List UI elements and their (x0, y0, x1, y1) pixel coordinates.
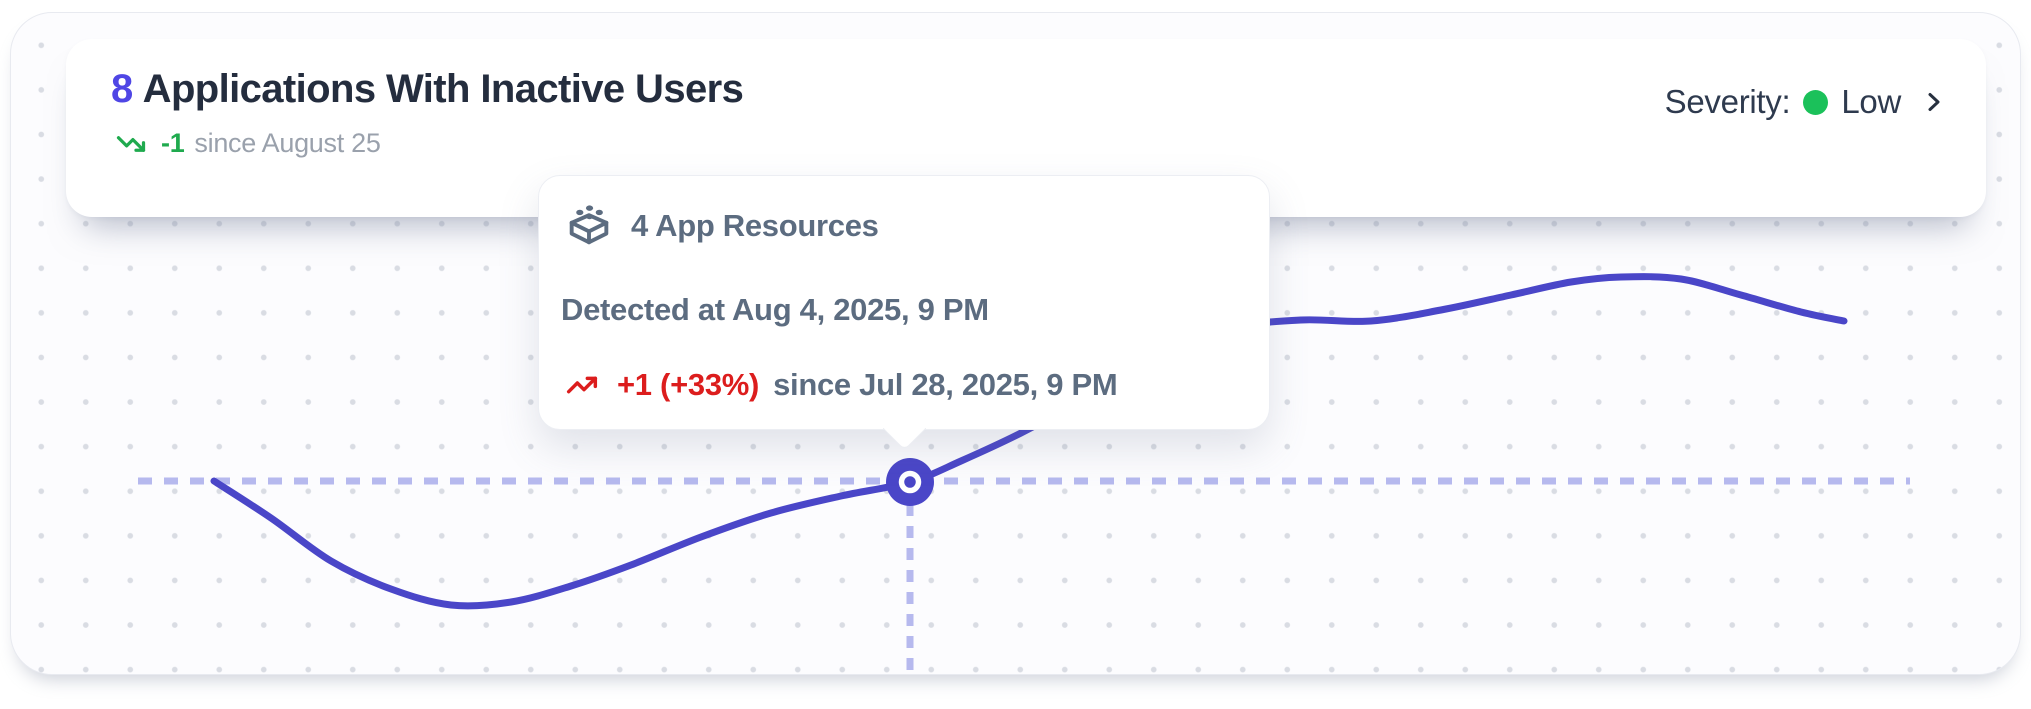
insight-card: 8 Applications With Inactive Users -1 sin… (10, 12, 2021, 675)
severity-level: Low (1841, 83, 1901, 120)
chevron-right-icon[interactable] (1922, 87, 1946, 117)
trend-line (210, 273, 1848, 610)
severity-dot (1803, 89, 1829, 115)
tooltip-change-caption: since Jul 28, 2025, 9 PM (773, 367, 1118, 402)
page-title: 8 Applications With Inactive Users (111, 67, 744, 111)
metric-title-text: Applications With Inactive Users (142, 67, 744, 111)
metric-count: 8 (111, 67, 133, 111)
tooltip-change-row: +1 (+33%) since Jul 28, 2025, 9 PM (561, 367, 1239, 403)
trending-up-icon (566, 376, 598, 394)
tooltip-change-value: +1 (+33%) (617, 367, 760, 402)
trend-delta: -1 (161, 128, 185, 158)
trend-chart[interactable] (11, 13, 2031, 709)
selected-point-ring (898, 470, 922, 494)
trend-caption: since August 25 (194, 128, 381, 158)
app-resources-box-icon (569, 205, 609, 245)
tooltip-detected-row: Detected at Aug 4, 2025, 9 PM (561, 292, 1239, 328)
card-header: 8 Applications With Inactive Users -1 sin… (66, 39, 1986, 217)
selected-point-marker[interactable] (886, 458, 934, 506)
tooltip-detected-text: Detected at Aug 4, 2025, 9 PM (561, 291, 989, 327)
severity-label: Severity: (1664, 83, 1791, 120)
tooltip-resources-row: 4 App Resources (561, 200, 1239, 252)
trend-summary: -1 since August 25 (111, 128, 743, 159)
title-block: 8 Applications With Inactive Users -1 sin… (111, 67, 744, 159)
trending-down-icon (116, 135, 146, 152)
tooltip-resources-text: 4 App Resources (631, 208, 879, 243)
chart-tooltip: 4 App Resources Detected at Aug 4, 2025,… (538, 175, 1270, 451)
severity-control[interactable]: Severity: Low (1665, 83, 1946, 121)
